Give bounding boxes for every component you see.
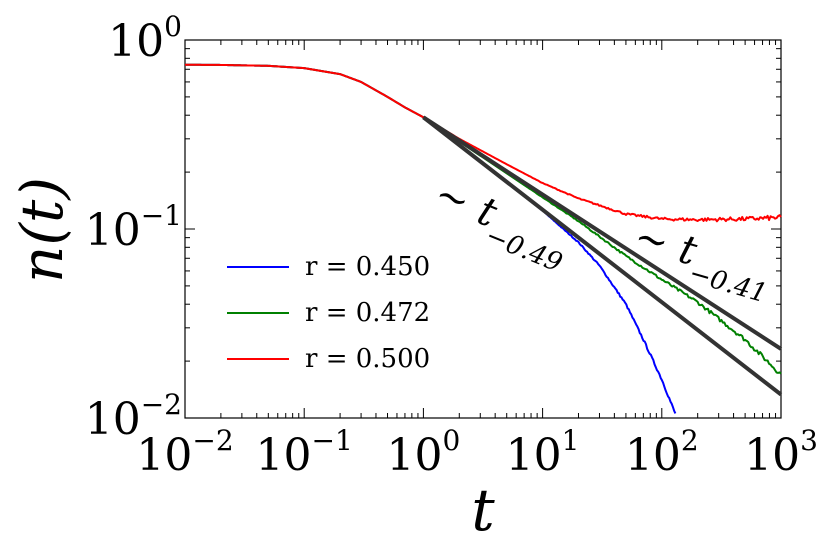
fit-line-3: [422, 115, 783, 351]
plot-area: [184, 39, 782, 419]
legend: r = 0.450 r = 0.472 r = 0.500: [227, 252, 430, 374]
y-tick-label: 10−1: [85, 199, 182, 256]
y-tick-labels: 100 10−1 10−2: [85, 10, 182, 445]
legend-label: r = 0.450: [305, 252, 430, 282]
series-line-2: [185, 63, 782, 223]
axis-ticks: [184, 39, 782, 419]
y-tick-label: 100: [108, 10, 182, 67]
fit-line-4: [422, 115, 783, 397]
x-tick-label: 10−2: [136, 424, 233, 481]
series-lines: [185, 63, 783, 414]
legend-label: r = 0.472: [305, 298, 430, 328]
x-tick-label: 10−1: [256, 424, 353, 481]
y-axis-label: n(t): [8, 177, 76, 283]
y-tick-label: 10−2: [85, 388, 182, 445]
x-tick-label: 103: [744, 424, 818, 481]
x-tick-label: 100: [386, 424, 460, 481]
x-axis-label: t: [471, 476, 495, 544]
x-tick-labels: 10−2 10−1 100 101 102 103: [136, 424, 818, 481]
x-tick-label: 102: [625, 424, 699, 481]
legend-label: r = 0.500: [305, 344, 430, 374]
x-tick-label: 101: [506, 424, 580, 481]
